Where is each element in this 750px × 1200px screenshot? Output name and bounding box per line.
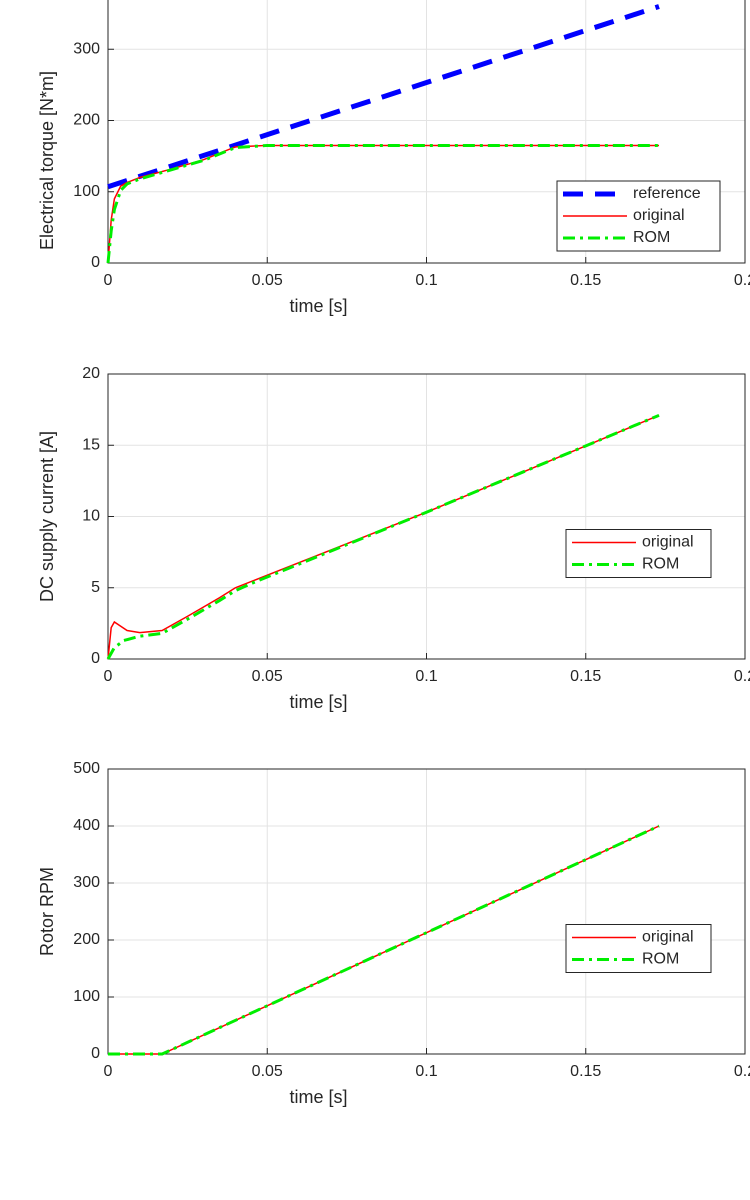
- x-tick-label: 0.05: [252, 1063, 283, 1080]
- series-line: [106, 413, 660, 660]
- x-tick-label: 0.15: [570, 1063, 601, 1080]
- y-tick-label: 300: [73, 40, 100, 57]
- plot-frame: [107, 373, 746, 660]
- plot-frame: [107, 768, 746, 1055]
- y-tick-label: 300: [73, 874, 100, 891]
- x-tick-label: 0.1: [415, 668, 437, 685]
- x-tick-label: 0.2: [734, 1063, 750, 1080]
- y-tick-label: 200: [73, 112, 100, 129]
- x-tick-label: 0.1: [415, 1063, 437, 1080]
- y-tick-label: 0: [91, 650, 100, 667]
- series-line: [108, 824, 660, 1056]
- y-tick-label: 0: [91, 254, 100, 271]
- series-line: [107, 4, 660, 190]
- legend-label: ROM: [642, 951, 679, 968]
- x-axis-label: time [s]: [289, 296, 347, 316]
- y-tick-label: 500: [73, 760, 100, 777]
- x-tick-label: 0.1: [415, 272, 437, 289]
- legend-box: [565, 529, 712, 578]
- x-tick-label: 0: [104, 1063, 113, 1080]
- y-tick-label: 100: [73, 183, 100, 200]
- x-axis-label: time [s]: [289, 1087, 347, 1107]
- y-tick-label: 100: [73, 988, 100, 1005]
- legend-label: reference: [633, 185, 701, 202]
- legend-label: ROM: [642, 556, 679, 573]
- legend-label: original: [642, 929, 694, 946]
- y-axis-label: Rotor RPM: [37, 867, 57, 956]
- y-tick-label: 10: [82, 508, 100, 525]
- x-tick-label: 0.15: [570, 272, 601, 289]
- x-tick-label: 0: [104, 272, 113, 289]
- y-axis-label: DC supply current [A]: [37, 431, 57, 602]
- legend-label: ROM: [633, 229, 670, 246]
- series-line: [106, 143, 660, 264]
- x-tick-label: 0: [104, 668, 113, 685]
- plot-frame: [107, 0, 746, 264]
- y-tick-label: 400: [73, 817, 100, 834]
- x-axis-label: time [s]: [289, 692, 347, 712]
- x-tick-label: 0.2: [734, 668, 750, 685]
- y-tick-label: 0: [91, 1045, 100, 1062]
- y-tick-label: 15: [82, 436, 100, 453]
- y-tick-label: 20: [82, 365, 100, 382]
- x-tick-label: 0.05: [252, 668, 283, 685]
- x-tick-label: 0.05: [252, 272, 283, 289]
- x-tick-label: 0.15: [570, 668, 601, 685]
- y-tick-label: 200: [73, 931, 100, 948]
- x-tick-label: 0.2: [734, 272, 750, 289]
- legend-label: original: [642, 534, 694, 551]
- legend-label: original: [633, 207, 685, 224]
- y-tick-label: 5: [91, 579, 100, 596]
- y-axis-label: Electrical torque [N*m]: [37, 71, 57, 250]
- series-line: [107, 414, 660, 660]
- legend-box: [565, 924, 712, 973]
